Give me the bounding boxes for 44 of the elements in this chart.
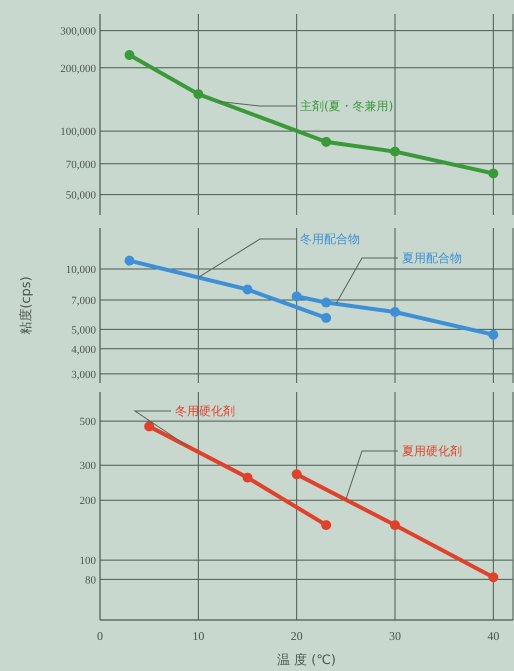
text: 夏用硬化剤: [402, 444, 462, 458]
point: [390, 307, 400, 317]
y-axis-title: 粘度(cps): [18, 276, 34, 335]
point: [321, 520, 332, 530]
point: [321, 298, 332, 308]
point: [390, 146, 400, 157]
point: [321, 136, 332, 147]
y-tick-label: 4,000: [71, 344, 96, 356]
y-tick-label: 10,000: [66, 264, 96, 276]
point: [390, 520, 400, 530]
x-tick-label: 40: [487, 629, 500, 643]
point: [488, 330, 498, 340]
point: [488, 572, 498, 582]
point: [193, 89, 204, 100]
text: 冬用配合物: [300, 232, 360, 246]
point: [321, 312, 332, 323]
y-tick-label: 200,000: [60, 62, 96, 75]
x-axis-title: 温 度 (℃): [276, 652, 336, 668]
text: 夏用配合物: [402, 251, 462, 265]
y-tick-label: 3,000: [71, 368, 96, 381]
point: [124, 256, 134, 266]
point: [488, 168, 498, 178]
y-tick-label: 500: [80, 416, 96, 428]
point: [242, 284, 252, 294]
y-tick-label: 7,000: [71, 295, 96, 308]
y-tick-label: 100: [80, 555, 96, 568]
x-tick-label: 20: [290, 629, 303, 643]
y-tick-label: 200: [80, 495, 96, 508]
series-label: 主剤(夏・冬兼用): [300, 99, 394, 113]
x-tick-label: 0: [97, 629, 103, 643]
point: [292, 291, 302, 302]
y-tick-label: 100,000: [60, 126, 96, 138]
x-tick-label: 30: [389, 629, 401, 643]
y-tick-label: 300,000: [60, 26, 96, 38]
y-tick-label: 80: [85, 574, 96, 586]
point: [124, 50, 134, 60]
x-tick-label: 10: [192, 629, 204, 643]
y-tick-label: 5,000: [71, 324, 96, 336]
y-tick-label: 70,000: [66, 158, 96, 171]
point: [144, 421, 154, 432]
point: [242, 472, 252, 483]
y-tick-label: 50,000: [66, 190, 96, 202]
point: [292, 469, 302, 480]
y-tick-label: 300: [80, 460, 96, 472]
